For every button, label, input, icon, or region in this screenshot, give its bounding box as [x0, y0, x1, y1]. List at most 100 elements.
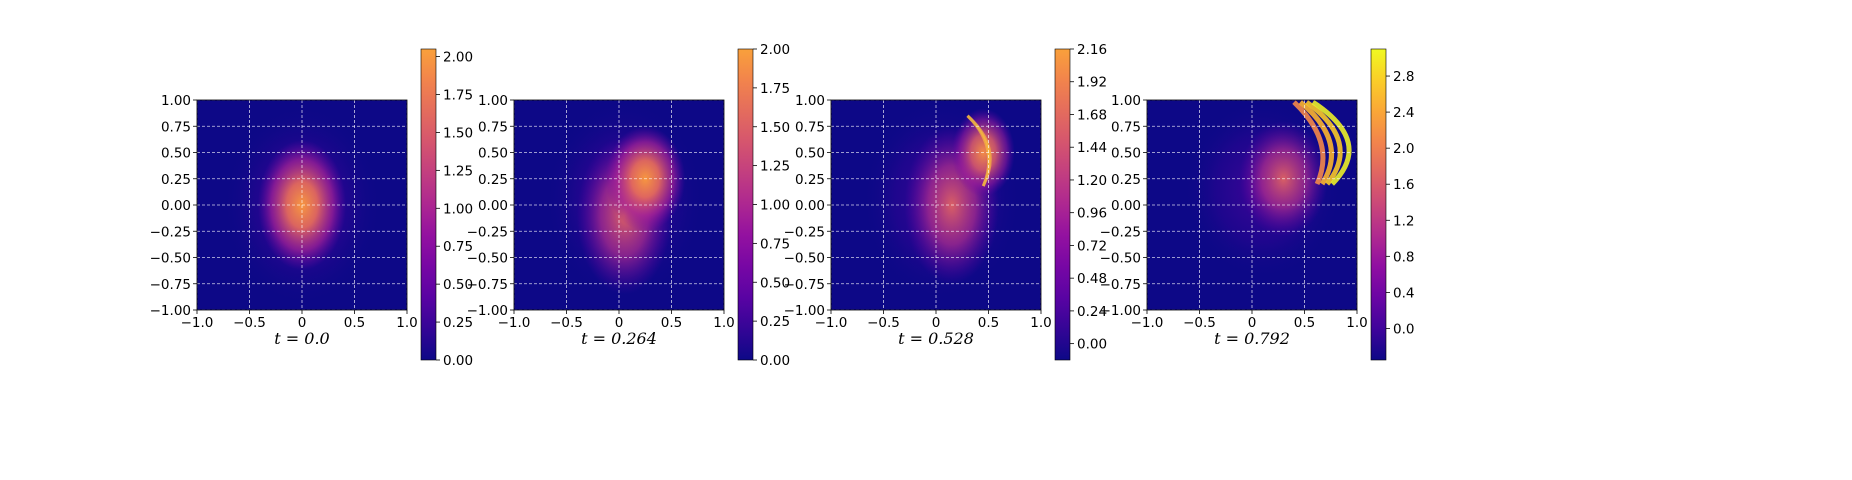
panel-1: −1.0 −0.5 0 0.5 1.01.000.750.500.250.00−0.25…	[150, 93, 418, 348]
colorbar-tick-label: 0.48	[1077, 271, 1107, 287]
colorbar-tick-label: 0.00	[760, 353, 790, 369]
colorbar-tick-label: 0.00	[1077, 337, 1107, 353]
y-tick-label: −0.75	[1100, 277, 1141, 293]
y-tick-label: 0.25	[478, 172, 508, 188]
colorbar-tick-label: 1.20	[1077, 173, 1107, 189]
colorbar-tick-label: 1.50	[443, 125, 473, 141]
plot-frame	[1146, 99, 1358, 311]
heatmap-field	[545, 100, 703, 300]
x-tick-label: 1.0	[1346, 315, 1367, 331]
y-tick-label: −0.75	[784, 277, 825, 293]
x-tick-label: 0.5	[344, 315, 365, 331]
colorbar-tick-label: 0.0	[1393, 321, 1414, 337]
colorbar-tick-label: 2.16	[1077, 42, 1107, 58]
y-tick-label: −0.50	[150, 251, 191, 267]
colorbar-tick-label: 0.96	[1077, 206, 1107, 222]
colorbar-tick-label: 1.25	[443, 163, 473, 179]
y-tick-label: −0.50	[467, 251, 508, 267]
plot-frame	[830, 99, 1042, 311]
y-tick-label: 0.50	[161, 146, 191, 162]
y-tick-label: 1.00	[478, 93, 508, 109]
panel-time-label: t = 0.264	[581, 329, 657, 348]
x-tick-label: 1.0	[1030, 315, 1051, 331]
y-tick-label: 0.75	[1111, 119, 1141, 135]
x-tick-label: −0.5	[233, 315, 266, 331]
y-tick-label: −0.50	[784, 251, 825, 267]
wave-crest	[1292, 100, 1326, 186]
x-tick-label: 0	[615, 315, 624, 331]
y-tick-label: −0.25	[467, 224, 508, 240]
y-tick-label: 0.75	[478, 119, 508, 135]
y-tick-label: −0.75	[150, 277, 191, 293]
colorbar-gradient	[1370, 48, 1387, 361]
colorbar-tick-label: 0.72	[1077, 238, 1107, 254]
y-tick-label: −1.00	[784, 303, 825, 319]
x-tick-label: 0.5	[978, 315, 999, 331]
colorbar-tick-label: 2.00	[443, 50, 473, 66]
y-tick-label: 0.25	[161, 172, 191, 188]
y-tick-label: 1.00	[1111, 93, 1141, 109]
y-tick-label: 0.25	[1111, 172, 1141, 188]
colorbar-tick-label: 1.2	[1393, 213, 1414, 229]
colorbar-tick-label: 2.00	[760, 42, 790, 58]
y-tick-label: −0.50	[1100, 251, 1141, 267]
x-tick-label: 0.5	[1294, 315, 1315, 331]
panel-3: −1.0 −0.5 0 0.5 1.01.000.750.500.250.00−0.25…	[784, 93, 1052, 348]
colorbar-tick-label: 1.6	[1393, 177, 1414, 193]
colorbar-tick-label: 1.50	[760, 120, 790, 136]
x-tick-label: 0	[298, 315, 307, 331]
x-tick-label: −0.5	[867, 315, 900, 331]
colorbar-tick-label: 1.75	[760, 81, 790, 97]
colorbar-tick-label: 1.75	[443, 88, 473, 104]
y-tick-label: 0.50	[1111, 146, 1141, 162]
x-tick-label: 0	[1248, 315, 1257, 331]
colorbar-tick-label: 1.44	[1077, 140, 1107, 156]
x-tick-label: −1.0	[1131, 315, 1164, 331]
y-tick-label: −0.25	[784, 224, 825, 240]
y-tick-label: 0.50	[795, 146, 825, 162]
x-tick-label: 0	[932, 315, 941, 331]
colorbar-tick-label: 0.75	[760, 236, 790, 252]
heatmap-field	[862, 100, 1020, 300]
x-tick-label: −0.5	[1183, 315, 1216, 331]
colorbar-tick-label: 0.75	[443, 239, 473, 255]
y-tick-label: 1.00	[795, 93, 825, 109]
colorbar-tick-label: 0.8	[1393, 249, 1414, 265]
y-tick-label: 0.00	[1111, 198, 1141, 214]
x-tick-label: −1.0	[498, 315, 531, 331]
colorbar-gradient	[1054, 48, 1071, 361]
y-tick-label: 0.00	[161, 198, 191, 214]
colorbar-1: 0.00 0.25 0.50 0.75 1.00 1.25 1.50 1.75 2.00	[420, 48, 473, 369]
wave-crest	[1311, 100, 1352, 186]
y-tick-label: −0.75	[467, 277, 508, 293]
colorbar-tick-label: 2.8	[1393, 69, 1414, 85]
colorbar-2: 0.00 0.25 0.50 0.75 1.00 1.25 1.50 1.75 2.00	[737, 42, 790, 369]
colorbar-tick-label: 1.68	[1077, 107, 1107, 123]
wave-crest	[1298, 100, 1334, 186]
colorbar-tick-label: 0.25	[443, 315, 473, 331]
y-tick-label: −1.00	[150, 303, 191, 319]
colorbar-tick-label: 2.4	[1393, 105, 1414, 121]
colorbar-tick-label: 0.50	[443, 277, 473, 293]
y-tick-label: 0.75	[795, 119, 825, 135]
colorbar-tick-label: 0.24	[1077, 304, 1107, 320]
colorbar-tick-label: 0.00	[443, 353, 473, 369]
colorbar-3: 0.00 0.24 0.48 0.72 0.96 1.20 1.44 1.68 1.92 2.16	[1054, 42, 1107, 361]
colorbar-tick-label: 1.92	[1077, 75, 1107, 91]
y-tick-label: −0.25	[150, 224, 191, 240]
colorbar-tick-label: 1.00	[443, 201, 473, 217]
colorbar-tick-label: 0.50	[760, 275, 790, 291]
y-tick-label: −1.00	[467, 303, 508, 319]
colorbar-tick-label: 1.00	[760, 198, 790, 214]
y-tick-label: −1.00	[1100, 303, 1141, 319]
panel-time-label: t = 0.792	[1214, 329, 1290, 348]
y-tick-label: 0.75	[161, 119, 191, 135]
panel-time-label: t = 0.0	[274, 329, 329, 348]
wave-crest	[1305, 100, 1343, 186]
panel-4: −1.0 −0.5 0 0.5 1.01.000.750.500.250.00−0.25…	[1100, 93, 1368, 348]
plot-frame	[513, 99, 725, 311]
colorbar-tick-label: 0.25	[760, 314, 790, 330]
colorbar-4: 0.0 0.4 0.8 1.2 1.6 2.0 2.4 2.8	[1370, 48, 1414, 361]
panel-2: −1.0 −0.5 0 0.5 1.01.000.750.500.250.00−0.25…	[467, 93, 735, 348]
